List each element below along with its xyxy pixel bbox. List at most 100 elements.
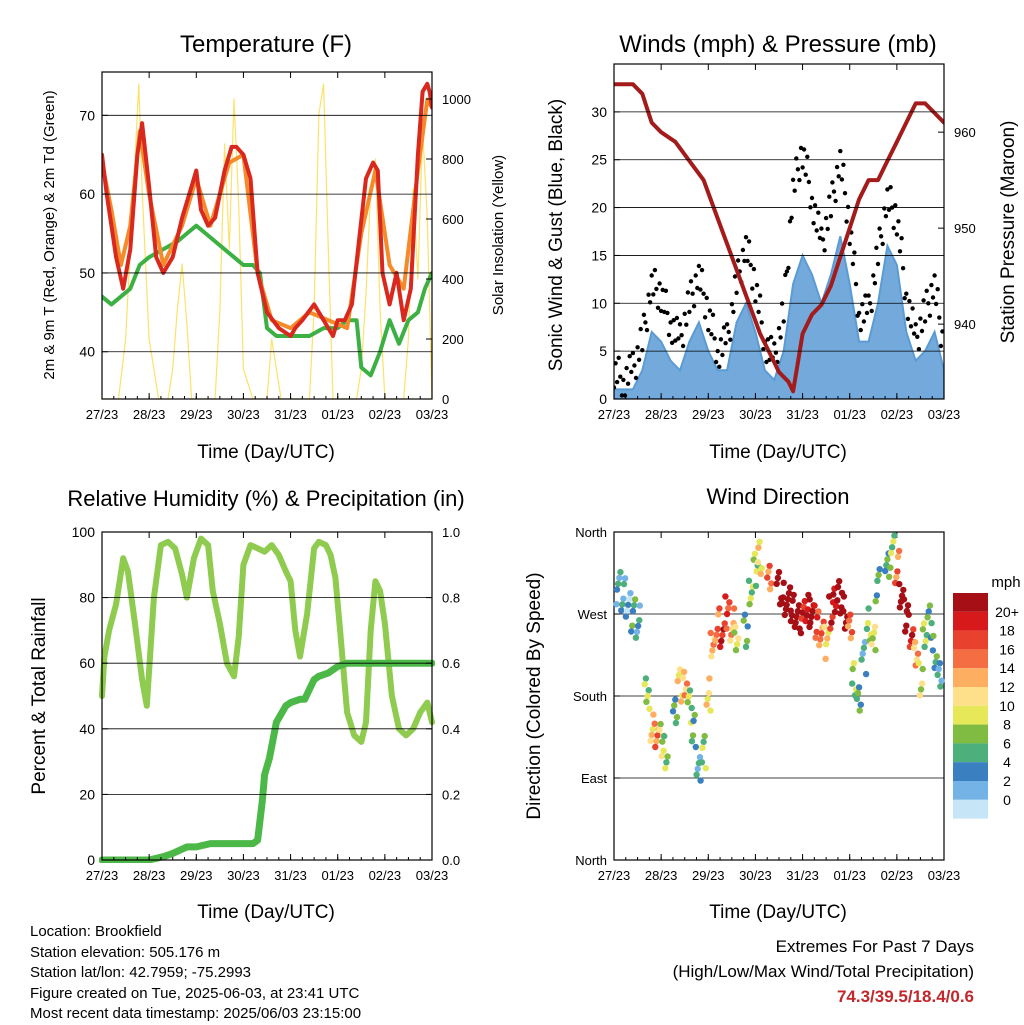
direction-point (856, 707, 863, 714)
gust-point (878, 234, 884, 239)
gust-point (927, 313, 933, 318)
direction-point (721, 620, 728, 627)
gust-point (896, 219, 901, 224)
direction-point (893, 574, 900, 581)
y-tick-label: 40 (79, 721, 95, 737)
location-text: Location: Brookfield (30, 923, 162, 940)
gust-point (754, 282, 760, 288)
gust-point (847, 241, 852, 247)
x-tick-label: 27/23 (598, 868, 631, 883)
x-tick-label: 30/23 (227, 407, 260, 422)
direction-point (855, 684, 863, 691)
direction-point (834, 597, 841, 604)
direction-point (766, 562, 773, 570)
direction-point (921, 643, 928, 650)
direction-point (743, 637, 751, 645)
x-tick-label: 28/23 (133, 868, 166, 883)
direction-point (864, 619, 872, 627)
gust-point (795, 167, 801, 172)
direction-point (706, 675, 713, 682)
direction-point (620, 595, 627, 602)
gust-point (839, 177, 845, 182)
x-tick-label: 01/23 (321, 868, 354, 883)
winds-y2label: Station Pressure (Maroon) (998, 121, 1019, 344)
gust-point (624, 365, 629, 371)
legend-swatch (953, 781, 988, 800)
y2-tick-label: 0.6 (442, 656, 460, 671)
direction-point (646, 705, 653, 712)
gust-point (805, 154, 810, 159)
gust-point (618, 374, 623, 379)
direction-point (652, 743, 659, 751)
direction-point (733, 641, 741, 648)
direction-point (645, 687, 652, 694)
gust-point (801, 147, 807, 152)
direction-point (828, 619, 835, 626)
direction-point (872, 646, 879, 654)
direction-point (680, 668, 688, 676)
direction-point (629, 607, 637, 615)
direction-point (918, 680, 926, 687)
gust-point (900, 266, 906, 271)
direction-point (712, 637, 719, 644)
gust-point (673, 338, 678, 343)
legend-swatch (953, 705, 988, 725)
gust-point (668, 320, 673, 325)
extremes-title: Extremes For Past 7 Days (775, 937, 974, 956)
gust-point (757, 293, 763, 298)
gust-point (772, 341, 777, 346)
gust-point (655, 305, 661, 310)
gust-point (641, 312, 647, 317)
gust-point (717, 364, 722, 369)
gust-point (816, 210, 821, 215)
y-tick-label: 100 (72, 524, 96, 540)
gust-point (905, 316, 911, 322)
gust-point (691, 304, 697, 309)
direction-point (894, 553, 902, 560)
direction-point (915, 660, 922, 667)
direction-point (779, 594, 787, 601)
direction-point (874, 577, 881, 584)
direction-point (822, 655, 829, 662)
gust-point (885, 187, 890, 192)
gust-point (929, 282, 934, 288)
legend-label: 8 (1003, 717, 1011, 733)
gust-point (773, 350, 779, 355)
humidity-panel: Relative Humidity (%) & Precipitation (i… (29, 486, 465, 923)
direction-point (860, 644, 868, 652)
gust-point (893, 203, 898, 208)
speed-legend: mph 20+ 18 16 14 12 10 8 6 4 2 0 (953, 574, 1021, 819)
direction-point (756, 538, 763, 545)
direction-point (630, 602, 638, 609)
direction-point (870, 629, 878, 636)
x-tick-label: 31/23 (274, 868, 307, 883)
gust-point (858, 327, 863, 333)
direction-point (715, 611, 722, 618)
direction-point (704, 695, 711, 703)
legend-label: 2 (1003, 773, 1011, 789)
direction-point (714, 625, 721, 633)
gust-point (688, 279, 694, 284)
direction-point (754, 559, 762, 566)
temperature-xlabel: Time (Day/UTC) (197, 442, 335, 463)
gust-point (838, 148, 843, 154)
legend-swatch (953, 724, 988, 744)
gust-point (702, 315, 708, 320)
series-group (614, 82, 944, 399)
gust-point (735, 258, 741, 263)
direction-point (758, 564, 765, 572)
gust-point (638, 326, 643, 332)
gust-point (696, 263, 702, 269)
gust-point (812, 203, 818, 208)
y-tick-label: West (578, 607, 608, 622)
direction-point (919, 626, 927, 633)
y-tick-label: 40 (79, 344, 95, 360)
direction-point (847, 611, 854, 618)
direction-point (926, 602, 934, 609)
gust-point (781, 319, 786, 324)
gust-point (836, 174, 841, 179)
y-tick-label: 80 (79, 590, 95, 606)
direction-point (891, 532, 898, 539)
gust-point (933, 301, 939, 307)
gust-point (629, 369, 634, 375)
